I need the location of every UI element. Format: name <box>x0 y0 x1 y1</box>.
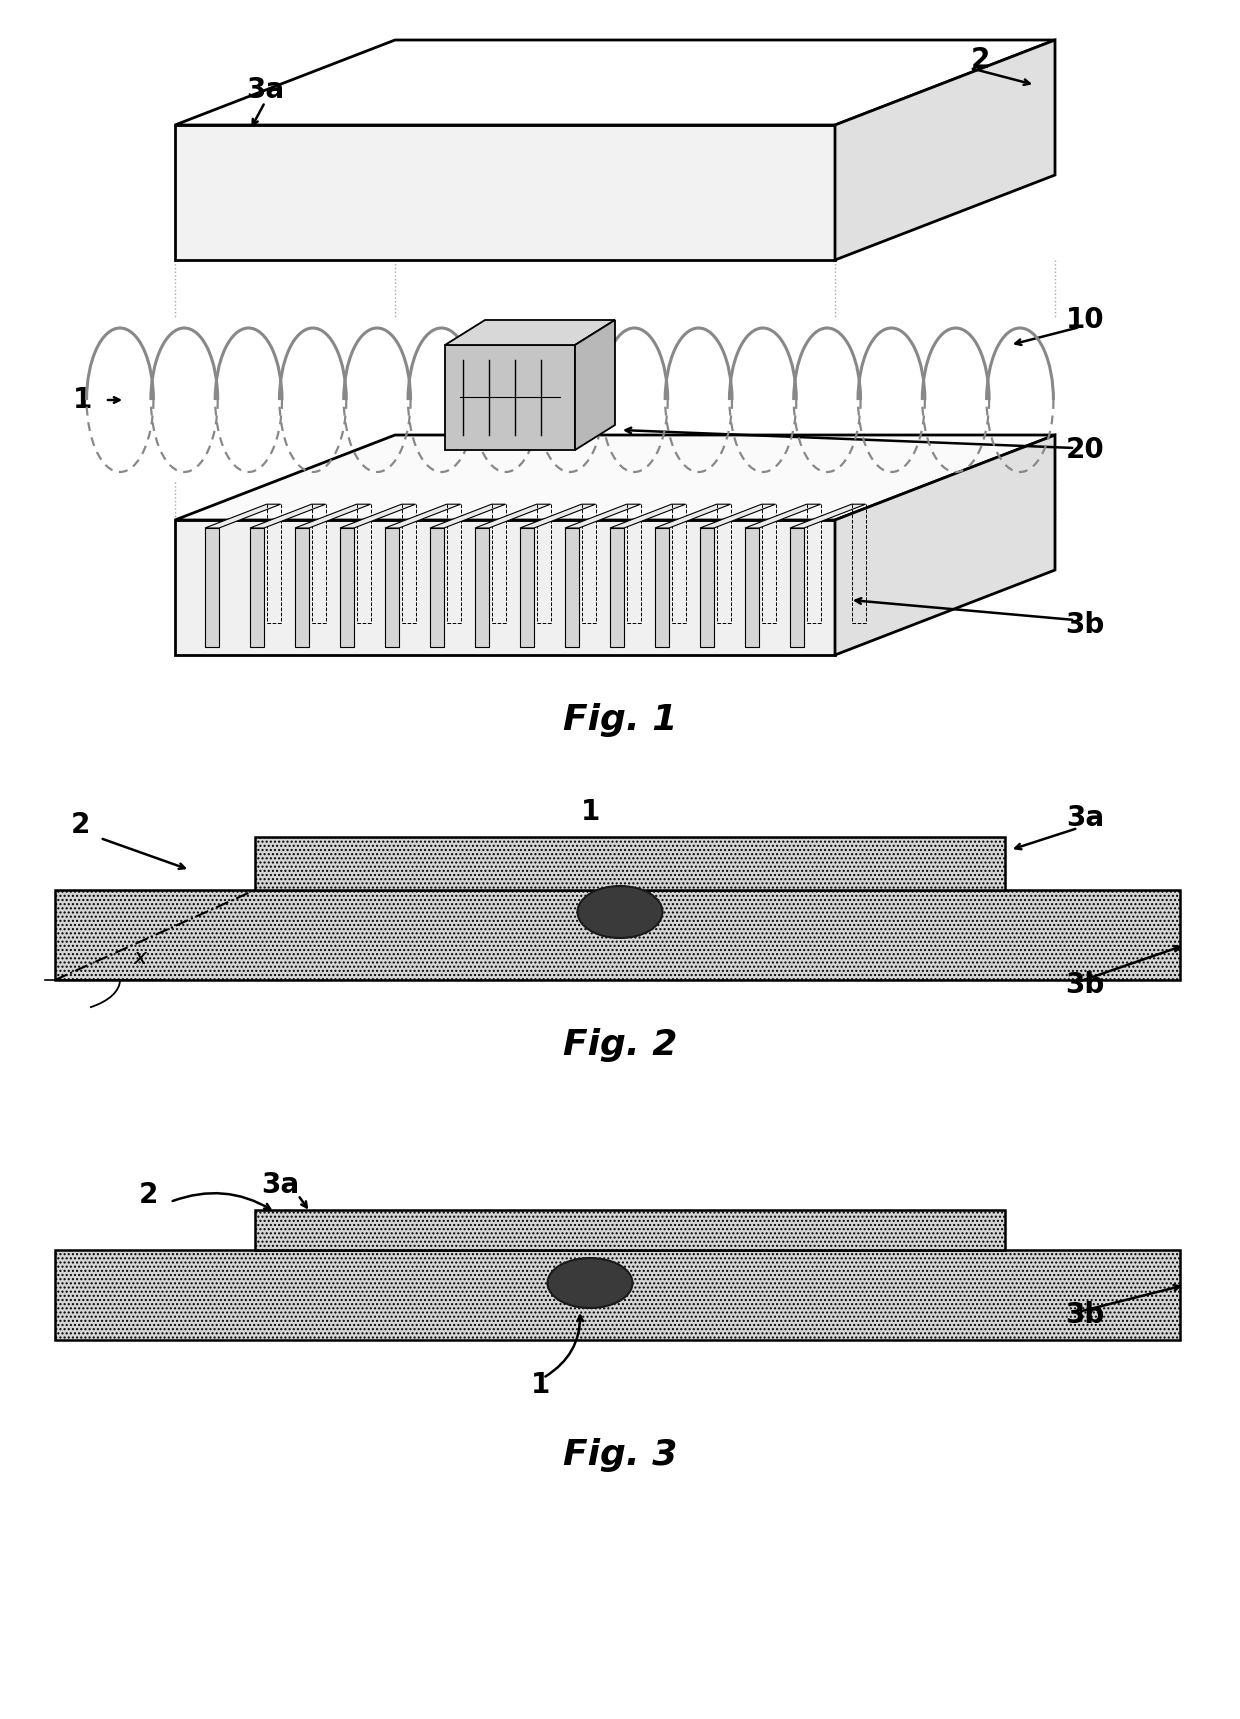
Polygon shape <box>205 504 280 528</box>
Polygon shape <box>475 504 551 528</box>
Polygon shape <box>475 528 489 646</box>
Polygon shape <box>250 528 264 646</box>
Polygon shape <box>835 40 1055 260</box>
Text: Fig. 3: Fig. 3 <box>563 1439 677 1471</box>
Polygon shape <box>175 435 1055 521</box>
Text: Fig. 2: Fig. 2 <box>563 1028 677 1062</box>
Ellipse shape <box>548 1258 632 1308</box>
Polygon shape <box>790 504 866 528</box>
Polygon shape <box>175 40 1055 125</box>
Polygon shape <box>610 528 624 646</box>
Polygon shape <box>430 528 444 646</box>
Polygon shape <box>610 504 686 528</box>
Polygon shape <box>175 521 835 655</box>
Text: 10: 10 <box>1065 306 1105 333</box>
Text: 1: 1 <box>531 1372 549 1399</box>
Polygon shape <box>745 504 821 528</box>
Polygon shape <box>384 504 460 528</box>
Text: 3a: 3a <box>1066 804 1104 832</box>
Text: 3b: 3b <box>1065 1301 1105 1329</box>
Polygon shape <box>520 504 595 528</box>
Polygon shape <box>295 504 371 528</box>
Text: 1: 1 <box>580 798 600 827</box>
Polygon shape <box>175 125 835 260</box>
Text: x: x <box>134 947 146 968</box>
Polygon shape <box>250 504 326 528</box>
Text: 3b: 3b <box>1065 610 1105 639</box>
Bar <box>55 890 1180 980</box>
Polygon shape <box>745 528 759 646</box>
Bar <box>255 837 1004 890</box>
Text: 3a: 3a <box>246 76 284 105</box>
Polygon shape <box>701 504 775 528</box>
Polygon shape <box>565 528 579 646</box>
Polygon shape <box>790 528 804 646</box>
Polygon shape <box>565 504 641 528</box>
Text: 2: 2 <box>71 811 89 839</box>
Text: Fig. 1: Fig. 1 <box>563 703 677 737</box>
Polygon shape <box>205 528 219 646</box>
Polygon shape <box>655 528 670 646</box>
Polygon shape <box>655 504 730 528</box>
Polygon shape <box>575 320 615 450</box>
Polygon shape <box>520 528 534 646</box>
Text: 2: 2 <box>971 46 990 74</box>
Bar <box>55 1250 1180 1341</box>
Text: 3b: 3b <box>1065 971 1105 999</box>
Polygon shape <box>445 320 615 346</box>
Text: 2: 2 <box>139 1181 157 1208</box>
Polygon shape <box>835 435 1055 655</box>
Bar <box>255 1210 1004 1250</box>
Ellipse shape <box>578 885 662 939</box>
Polygon shape <box>340 528 353 646</box>
Polygon shape <box>445 346 575 450</box>
Polygon shape <box>430 504 506 528</box>
Text: 3a: 3a <box>260 1171 299 1198</box>
Text: 1: 1 <box>72 387 92 414</box>
Text: 20: 20 <box>1065 437 1105 464</box>
Polygon shape <box>701 528 714 646</box>
Polygon shape <box>295 528 309 646</box>
Polygon shape <box>340 504 415 528</box>
Polygon shape <box>384 528 399 646</box>
